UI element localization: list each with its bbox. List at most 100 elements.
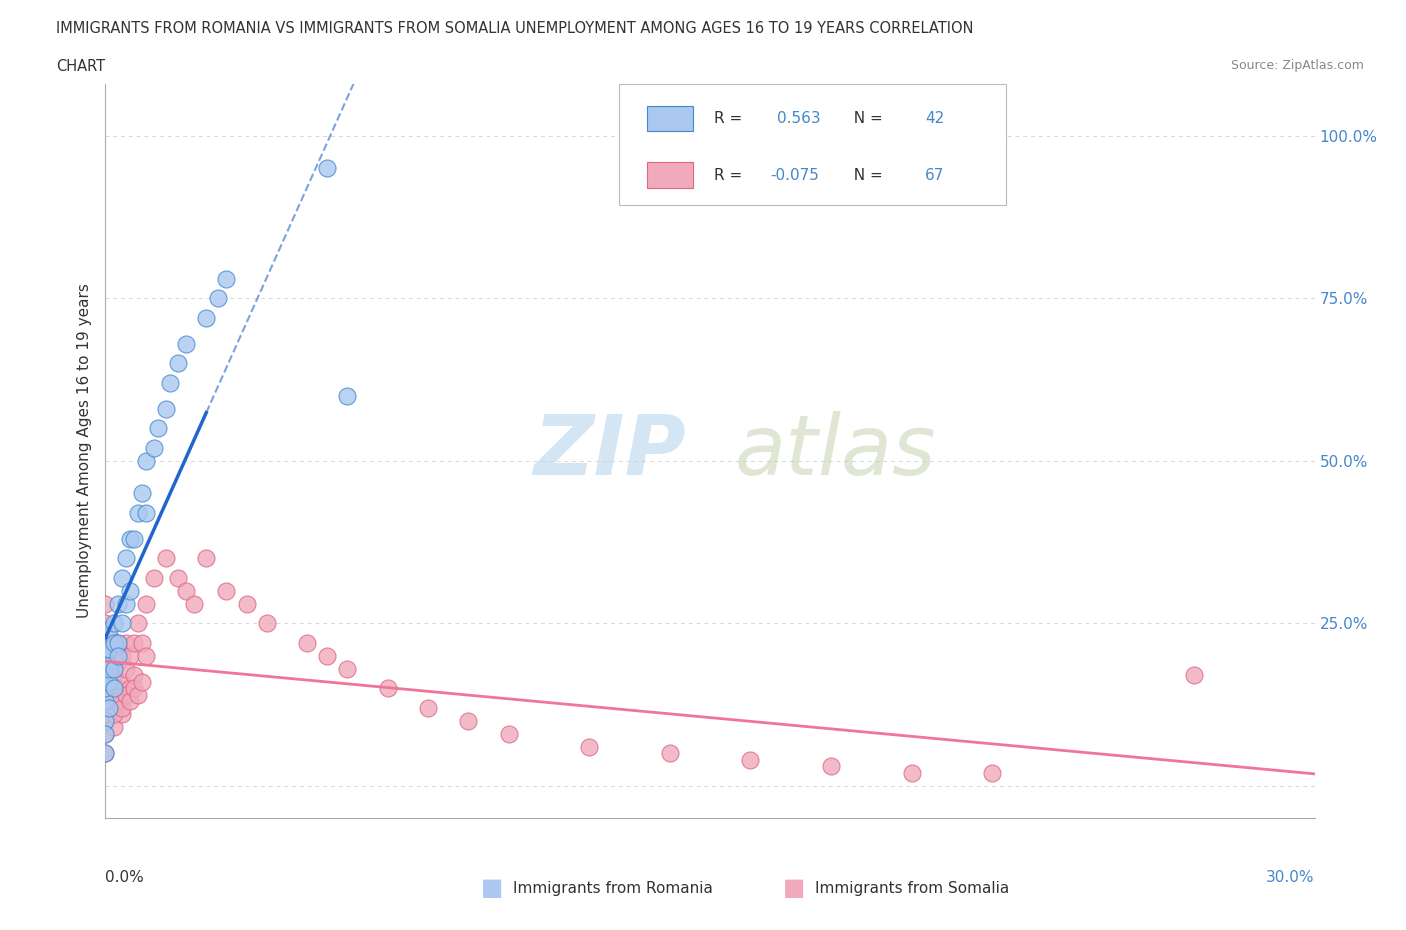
Point — [103, 635, 125, 650]
Point — [94, 681, 117, 696]
Point — [98, 622, 121, 637]
Point — [103, 694, 125, 709]
Point — [183, 596, 205, 611]
Point — [94, 655, 117, 670]
Text: Immigrants from Somalia: Immigrants from Somalia — [815, 881, 1010, 896]
Point — [155, 551, 177, 565]
Text: Immigrants from Romania: Immigrants from Romania — [513, 881, 713, 896]
Bar — [647, 163, 693, 188]
Text: 0.563: 0.563 — [776, 112, 820, 126]
Point — [107, 681, 129, 696]
Point — [98, 687, 121, 702]
Text: 42: 42 — [925, 112, 945, 126]
Point — [110, 616, 132, 631]
Point — [135, 648, 157, 663]
Point — [98, 642, 121, 657]
Point — [457, 713, 479, 728]
Point — [740, 752, 762, 767]
Point — [131, 635, 153, 650]
Text: Source: ZipAtlas.com: Source: ZipAtlas.com — [1230, 59, 1364, 72]
Point — [107, 694, 129, 709]
Point — [820, 759, 842, 774]
Point — [94, 616, 117, 631]
Point — [107, 648, 129, 663]
Bar — [647, 106, 693, 131]
Text: 67: 67 — [925, 168, 945, 183]
Point — [167, 356, 190, 371]
Point — [110, 700, 132, 715]
Point — [155, 402, 177, 417]
Point — [98, 674, 121, 689]
Point — [94, 746, 117, 761]
Point — [256, 616, 278, 631]
Point — [900, 765, 922, 780]
Point — [94, 681, 117, 696]
Point — [658, 746, 681, 761]
Point — [316, 161, 339, 176]
Point — [174, 337, 197, 352]
Point — [94, 596, 117, 611]
Point — [195, 311, 218, 325]
Point — [142, 570, 165, 585]
Text: IMMIGRANTS FROM ROMANIA VS IMMIGRANTS FROM SOMALIA UNEMPLOYMENT AMONG AGES 16 TO: IMMIGRANTS FROM ROMANIA VS IMMIGRANTS FR… — [56, 21, 974, 36]
Point — [1182, 668, 1205, 683]
Point — [131, 674, 153, 689]
Point — [98, 700, 121, 715]
Point — [103, 681, 125, 696]
Point — [336, 389, 359, 404]
Point — [981, 765, 1004, 780]
Point — [377, 681, 399, 696]
FancyBboxPatch shape — [620, 84, 1007, 205]
Point — [94, 694, 117, 709]
Point — [167, 570, 190, 585]
Point — [94, 635, 117, 650]
Text: 30.0%: 30.0% — [1267, 870, 1315, 884]
Point — [114, 661, 136, 676]
Point — [94, 661, 117, 676]
Point — [94, 726, 117, 741]
Point — [118, 694, 141, 709]
Point — [110, 570, 132, 585]
Point — [235, 596, 257, 611]
Point — [295, 635, 318, 650]
Point — [114, 635, 136, 650]
Text: -0.075: -0.075 — [770, 168, 820, 183]
Point — [103, 707, 125, 722]
Point — [118, 648, 141, 663]
Point — [98, 629, 121, 644]
Point — [110, 707, 132, 722]
Point — [94, 746, 117, 761]
Point — [103, 720, 125, 735]
Point — [122, 668, 145, 683]
Point — [107, 635, 129, 650]
Point — [135, 596, 157, 611]
Point — [114, 596, 136, 611]
Point — [107, 635, 129, 650]
Point — [498, 726, 520, 741]
Point — [416, 700, 439, 715]
Point — [215, 272, 238, 286]
Point — [122, 681, 145, 696]
Text: ■: ■ — [783, 876, 806, 900]
Point — [118, 531, 141, 546]
Point — [114, 687, 136, 702]
Point — [94, 713, 117, 728]
Point — [146, 421, 169, 436]
Point — [142, 441, 165, 456]
Point — [578, 739, 600, 754]
Point — [215, 583, 238, 598]
Point — [98, 707, 121, 722]
Text: 0.0%: 0.0% — [105, 870, 145, 884]
Point — [127, 505, 149, 520]
Point — [110, 648, 132, 663]
Point — [103, 668, 125, 683]
Text: ZIP: ZIP — [533, 410, 686, 492]
Point — [135, 453, 157, 468]
Point — [174, 583, 197, 598]
Point — [107, 655, 129, 670]
Point — [103, 616, 125, 631]
Point — [135, 505, 157, 520]
Point — [118, 583, 141, 598]
Point — [316, 648, 339, 663]
Point — [131, 485, 153, 500]
